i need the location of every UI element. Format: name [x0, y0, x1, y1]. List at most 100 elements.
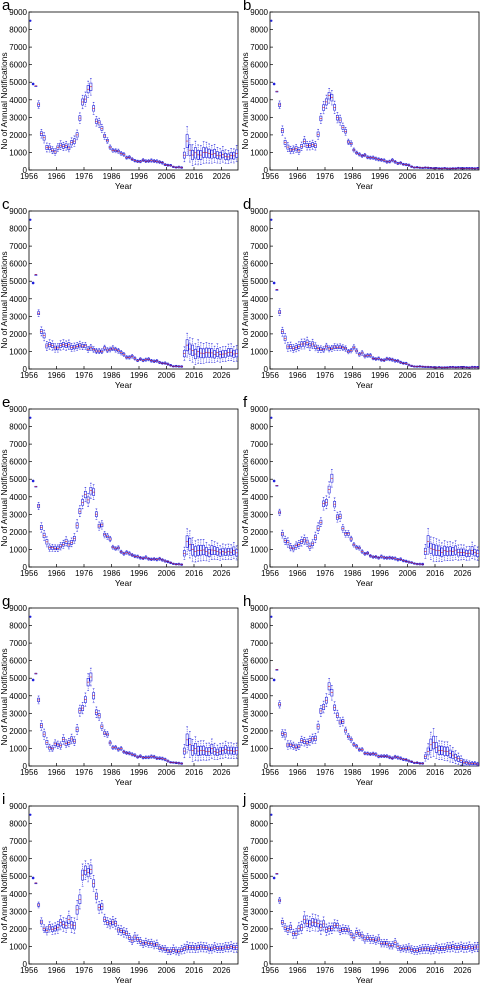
- y-tick-label: 9000: [250, 405, 268, 414]
- boxplot-year: [366, 352, 370, 358]
- boxplot-year: [294, 541, 298, 550]
- boxplot-year: [401, 944, 405, 953]
- boxplot-year: [335, 709, 339, 721]
- boxplot-year: [235, 344, 239, 361]
- boxplot-year: [130, 553, 134, 557]
- boxplot-year: [141, 755, 145, 759]
- boxplot-year: [171, 562, 175, 565]
- boxplot-year: [136, 159, 140, 163]
- x-axis-label: Year: [115, 380, 132, 390]
- boxplot-year: [169, 947, 173, 956]
- x-tick-label: 1996: [130, 966, 148, 975]
- boxplot-year: [300, 338, 304, 349]
- x-tick-label: 1986: [344, 172, 362, 181]
- boxplot-year: [138, 753, 142, 758]
- boxplot-year: [92, 688, 96, 703]
- boxplot-year: [111, 344, 115, 351]
- boxplot-year: [64, 141, 68, 151]
- boxplot-year: [34, 273, 38, 276]
- boxplot-year: [108, 535, 112, 543]
- boxplot-year: [377, 356, 381, 360]
- boxplot-year: [467, 545, 471, 561]
- y-tick-label: 6000: [9, 61, 27, 70]
- y-tick-label: 2000: [250, 329, 268, 338]
- boxplot-year: [399, 756, 403, 760]
- y-tick-label: 7000: [9, 43, 27, 52]
- boxplot-year: [149, 754, 153, 759]
- boxplot-year: [163, 757, 167, 761]
- boxplot-year: [48, 921, 52, 933]
- boxplot-year: [224, 149, 228, 164]
- y-tick-label: 9000: [250, 802, 268, 811]
- boxplot-year: [75, 341, 79, 351]
- boxplot-year: [418, 761, 422, 765]
- x-tick-label: 2006: [158, 172, 176, 181]
- boxplot-year: [415, 946, 419, 955]
- x-tick-label: 1966: [289, 172, 307, 181]
- boxplot-year: [229, 148, 233, 164]
- boxplot-year: [59, 915, 63, 931]
- boxplot-year: [371, 355, 375, 360]
- boxplot-year: [443, 167, 447, 170]
- x-tick-label: 1956: [20, 371, 38, 380]
- boxplot-year: [429, 945, 433, 955]
- panel-e: e 0 1000 2000 3000 4000 5000 6000 7000 8000 9000 19…: [0, 395, 240, 595]
- boxplot-year: [224, 345, 228, 362]
- boxplot-year: [401, 361, 405, 365]
- boxplot-year: [196, 740, 200, 761]
- boxplot-year: [404, 361, 408, 365]
- boxplot-year: [108, 144, 112, 150]
- boxplot-year: [459, 941, 463, 952]
- boxplot-year: [199, 941, 203, 953]
- y-tick-label: 4000: [9, 890, 27, 899]
- boxplot-year: [360, 549, 364, 554]
- y-tick-label: 2000: [250, 131, 268, 140]
- boxplot-year: [177, 165, 181, 169]
- y-tick-label: 4000: [250, 294, 268, 303]
- boxplot-year: [218, 148, 222, 164]
- boxplot-year: [297, 922, 301, 935]
- y-tick-label: 5000: [250, 872, 268, 881]
- boxplot-year: [286, 925, 290, 935]
- boxplot-year: [289, 341, 293, 351]
- boxplot-year: [45, 736, 49, 747]
- y-tick-label: 1000: [250, 347, 268, 356]
- boxplot-year: [119, 151, 123, 156]
- boxplot-year: [50, 146, 54, 155]
- boxplot-year: [226, 742, 230, 759]
- boxplot-year: [355, 927, 359, 937]
- boxplot-year: [111, 544, 115, 550]
- boxplot-year: [467, 365, 471, 368]
- boxplot-year: [368, 554, 372, 558]
- boxplot-year: [451, 365, 455, 368]
- boxplot-year: [437, 944, 441, 954]
- boxplot-year: [39, 326, 43, 336]
- boxplot-year: [412, 945, 416, 955]
- boxplot-year: [459, 167, 463, 170]
- boxplot-year: [305, 738, 309, 748]
- boxplot-year: [229, 941, 233, 952]
- boxplot-year: [103, 913, 107, 925]
- boxplot-year: [56, 921, 60, 934]
- x-tick-label: 2016: [185, 768, 203, 777]
- y-tick-label: 5000: [9, 475, 27, 484]
- boxplot-year: [283, 535, 287, 545]
- boxplot-year: [226, 942, 230, 953]
- boxplot-year: [133, 932, 137, 942]
- boxplot-year: [83, 91, 87, 107]
- boxplot-year: [302, 534, 306, 545]
- boxplot-year: [377, 157, 381, 162]
- boxplot-year: [174, 761, 178, 764]
- boxplot-year: [412, 562, 416, 565]
- boxplot-year: [335, 112, 339, 124]
- boxplot-year: [213, 541, 217, 560]
- boxplot-year: [313, 341, 317, 351]
- data-point: [272, 678, 276, 681]
- boxplot-year: [226, 150, 230, 164]
- y-tick-label: 8000: [250, 820, 268, 829]
- boxplot-year: [215, 744, 219, 760]
- y-tick-label: 2000: [250, 726, 268, 735]
- boxplot-year: [136, 754, 140, 759]
- x-tick-label: 1956: [261, 768, 279, 777]
- boxplot-year: [465, 942, 469, 953]
